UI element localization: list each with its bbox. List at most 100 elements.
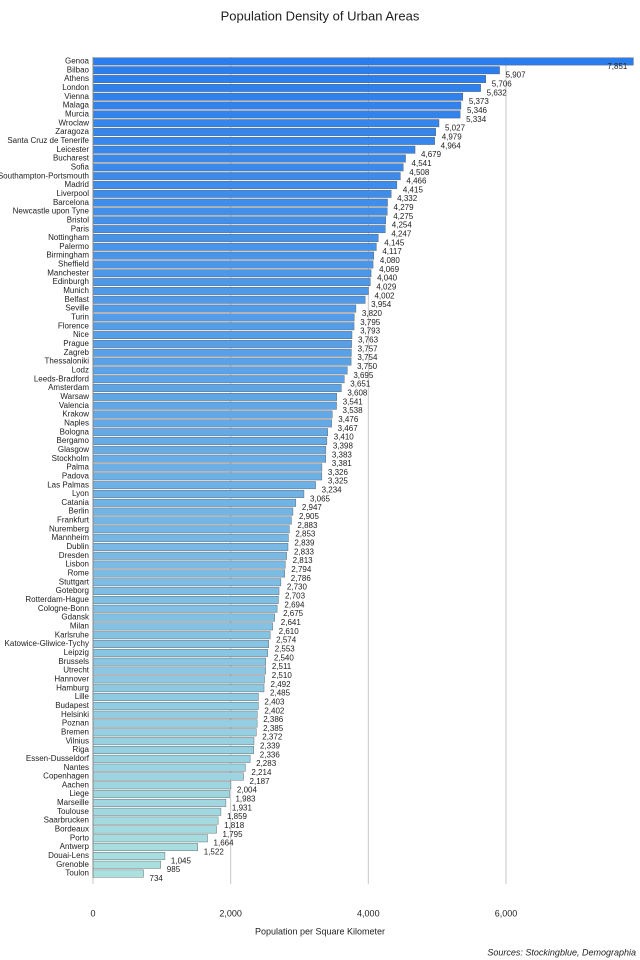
bar <box>92 613 275 622</box>
value-label: 3,795 <box>360 318 381 327</box>
bar <box>92 763 246 772</box>
y-tick-label: Toulon <box>65 869 89 878</box>
y-tick-label: Dublin <box>66 542 89 551</box>
y-tick-label: Wroclaw <box>58 118 89 127</box>
bar <box>92 375 345 384</box>
value-label: 1,818 <box>224 821 245 830</box>
value-label: 5,632 <box>487 88 508 97</box>
y-tick-label: Copenhagen <box>43 772 89 781</box>
y-tick-label: Aachen <box>62 780 89 789</box>
value-label: 2,813 <box>293 556 314 565</box>
bar <box>92 710 258 719</box>
value-label: 3,541 <box>343 397 364 406</box>
value-label: 2,947 <box>302 503 323 512</box>
y-tick-label: Rotterdam-Hague <box>25 595 89 604</box>
bar <box>92 410 333 419</box>
bar <box>92 101 462 110</box>
bar <box>92 207 388 216</box>
value-label: 3,793 <box>360 327 381 336</box>
value-label: 3,410 <box>334 433 355 442</box>
value-label: 4,979 <box>442 132 463 141</box>
y-tick-label: Gdansk <box>61 613 90 622</box>
y-tick-label: Catania <box>61 498 89 507</box>
y-tick-label: Dresden <box>59 551 89 560</box>
y-tick-label: Brussels <box>58 657 89 666</box>
y-tick-label: Porto <box>70 833 90 842</box>
y-tick-label: Birmingham <box>46 251 89 260</box>
value-label: 4,117 <box>382 247 402 256</box>
value-label: 4,145 <box>384 238 405 247</box>
value-label: 734 <box>150 874 164 883</box>
y-tick-label: Vilnius <box>66 736 89 745</box>
y-tick-label: Edinburgh <box>53 277 89 286</box>
value-label: 4,002 <box>374 291 395 300</box>
value-label: 4,466 <box>406 177 427 186</box>
value-label: 5,346 <box>467 106 488 115</box>
y-tick-label: Milan <box>70 622 89 631</box>
value-label: 3,065 <box>310 494 331 503</box>
bar <box>92 384 342 392</box>
y-tick-label: Saarbrucken <box>44 816 89 825</box>
value-label: 2,187 <box>250 777 271 786</box>
bar <box>92 260 374 269</box>
value-label: 2,833 <box>294 547 315 556</box>
value-label: 3,750 <box>357 362 378 371</box>
bar <box>92 189 392 198</box>
bar <box>92 66 500 75</box>
value-label: 1,522 <box>204 848 225 857</box>
y-tick-label: Barcelona <box>53 198 90 207</box>
value-label: 2,336 <box>260 750 281 759</box>
bar <box>92 198 388 207</box>
value-label: 2,402 <box>264 706 285 715</box>
y-tick-label: Seville <box>65 304 89 313</box>
y-tick-label: Madrid <box>65 180 89 189</box>
value-label: 3,651 <box>350 380 371 389</box>
bar <box>92 136 435 145</box>
y-tick-label: Genoa <box>65 57 90 66</box>
value-label: 3,695 <box>353 371 374 380</box>
value-label: 2,853 <box>295 530 316 539</box>
y-tick-label: Sofia <box>71 162 90 171</box>
y-tick-label: Vienna <box>64 92 89 101</box>
y-tick-label: Paris <box>71 224 89 233</box>
bar <box>92 657 267 666</box>
value-label: 4,029 <box>376 283 397 292</box>
y-tick-label: Munich <box>63 286 89 295</box>
bar <box>92 719 258 728</box>
bar <box>92 631 271 640</box>
value-label: 2,703 <box>285 591 306 600</box>
value-label: 2,403 <box>264 697 285 706</box>
bar <box>92 622 273 631</box>
y-tick-label: Lille <box>75 692 90 701</box>
y-tick-label: Mannheim <box>52 533 90 542</box>
y-tick-label: Karlsruhe <box>55 630 90 639</box>
y-tick-label: Amsterdam <box>48 383 89 392</box>
y-tick-label: Nantes <box>64 763 89 772</box>
value-label: 2,004 <box>237 786 258 795</box>
bar <box>92 790 230 799</box>
bar <box>92 490 305 498</box>
bar <box>92 251 375 260</box>
x-tick-label: 6,000 <box>495 908 518 918</box>
bar <box>92 348 352 357</box>
y-tick-label: Nottingham <box>48 233 89 242</box>
y-tick-label: Riga <box>73 745 90 754</box>
value-label: 2,492 <box>271 680 292 689</box>
bar <box>92 295 366 304</box>
y-tick-label: Stuttgart <box>59 577 90 586</box>
value-label: 2,694 <box>284 600 305 609</box>
bar <box>92 781 232 790</box>
y-tick-label: Naples <box>64 418 89 427</box>
x-tick-label: 0 <box>90 908 95 918</box>
source-note: Sources: Stockingblue, Demographia <box>487 947 636 957</box>
bar <box>92 843 198 852</box>
bar <box>92 392 337 401</box>
y-tick-label: Berlin <box>69 507 89 516</box>
y-tick-label: Santa Cruz de Tenerife <box>7 136 89 145</box>
y-tick-label: Krakow <box>62 410 89 419</box>
value-label: 2,675 <box>283 609 304 618</box>
bar <box>92 163 404 172</box>
value-label: 2,883 <box>297 521 318 530</box>
value-label: 4,080 <box>380 256 401 265</box>
bar <box>92 604 278 613</box>
